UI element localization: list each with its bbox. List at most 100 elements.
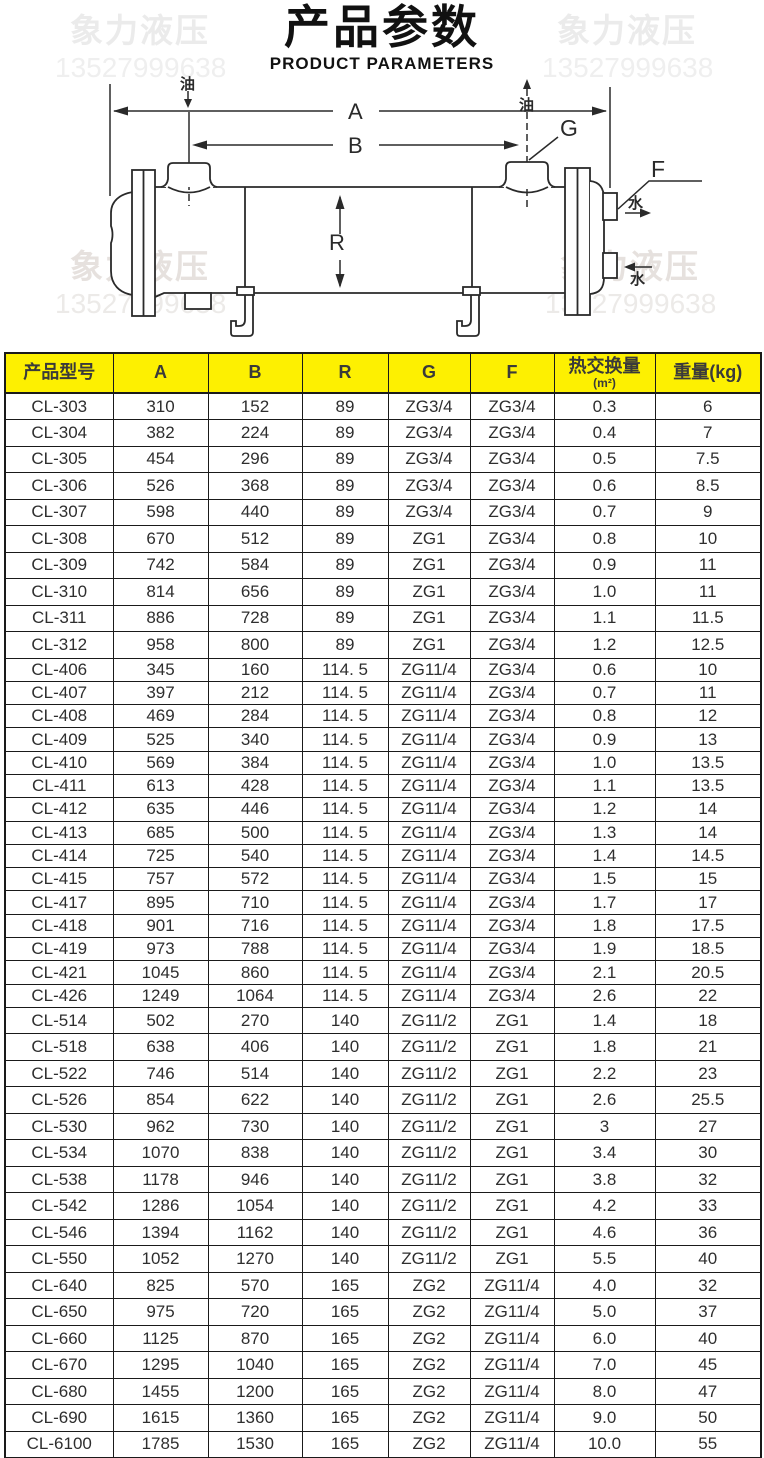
cell-a: 1394 [112,1218,209,1247]
cell-g: ZG11/4 [387,937,471,962]
cell-a: 502 [112,1006,209,1035]
table-row: CL-308 670 512 89 ZG1 ZG3/4 0.8 10 [4,525,762,553]
label-dim-g: G [560,115,578,141]
cell-g: ZG11/4 [387,820,471,845]
cell-b: 1162 [207,1218,303,1247]
cell-f: ZG3/4 [469,890,555,915]
cell-a: 638 [112,1033,209,1061]
cell-g: ZG11/2 [387,1192,471,1220]
cell-a: 469 [112,704,209,729]
cell-heat: 0.8 [553,704,656,729]
cell-weight: 14.5 [654,843,762,869]
cell-g: ZG11/2 [387,1245,471,1273]
cell-f: ZG3/4 [469,983,555,1008]
cell-model: CL-542 [4,1192,114,1220]
cell-a: 670 [112,525,209,553]
cell-model: CL-311 [4,604,114,632]
cell-b: 870 [207,1324,303,1353]
cell-a: 397 [112,680,209,706]
cell-model: CL-306 [4,472,114,500]
cell-model: CL-305 [4,445,114,473]
cell-f: ZG3/4 [469,604,555,632]
cell-weight: 36 [654,1218,762,1247]
cell-model: CL-417 [4,890,114,915]
cell-a: 569 [112,750,209,775]
cell-b: 1200 [207,1377,303,1406]
cell-weight: 17 [654,890,762,915]
cell-b: 340 [207,727,303,752]
cell-heat: 0.9 [553,551,656,579]
cell-weight: 21 [654,1033,762,1061]
table-row: CL-406 345 160 114. 5 ZG11/4 ZG3/4 0.6 10 [4,657,762,682]
cell-model: CL-538 [4,1165,114,1194]
cell-weight: 27 [654,1112,762,1141]
cell-b: 1270 [207,1245,303,1273]
cell-f: ZG11/4 [469,1271,555,1300]
cell-weight: 8.5 [654,472,762,500]
column-header-model: 产品型号 [4,352,114,394]
cell-g: ZG11/4 [387,727,471,752]
cell-f: ZG3/4 [469,704,555,729]
column-header-a: A [112,352,209,394]
cell-model: CL-310 [4,578,114,606]
cell-f: ZG1 [469,1245,555,1273]
cell-r: 114. 5 [301,680,389,706]
cell-r: 114. 5 [301,704,389,729]
cell-a: 685 [112,820,209,845]
cell-f: ZG3/4 [469,773,555,799]
cell-r: 140 [301,1112,389,1141]
cell-r: 165 [301,1377,389,1406]
cell-heat: 1.2 [553,797,656,822]
cell-a: 526 [112,472,209,500]
cell-heat: 0.9 [553,727,656,752]
cell-r: 140 [301,1192,389,1220]
cell-model: CL-308 [4,525,114,553]
cell-heat: 4.0 [553,1271,656,1300]
cell-b: 728 [207,604,303,632]
cell-r: 114. 5 [301,773,389,799]
cell-g: ZG3/4 [387,392,471,420]
cell-g: ZG11/2 [387,1006,471,1035]
label-oil-right: 油 [519,96,534,114]
cell-a: 814 [112,578,209,606]
cell-g: ZG11/4 [387,750,471,775]
page-subtitle: PRODUCT PARAMETERS [269,53,495,73]
table-row: CL-309 742 584 89 ZG1 ZG3/4 0.9 11 [4,551,762,579]
cell-weight: 50 [654,1404,762,1432]
cell-heat: 0.8 [553,525,656,553]
product-diagram: A B R G F 油 油 水 水 [109,75,702,337]
cell-weight: 13.5 [654,773,762,799]
cell-g: ZG11/2 [387,1059,471,1088]
cell-b: 730 [207,1112,303,1141]
label-dim-b: B [348,133,363,158]
cell-weight: 15 [654,867,762,892]
cell-b: 512 [207,525,303,553]
cell-heat: 9.0 [553,1404,656,1432]
water-nozzle-bottom [602,252,618,279]
cell-b: 860 [207,960,303,985]
cell-g: ZG11/4 [387,890,471,915]
cell-heat: 1.8 [553,913,656,939]
cell-f: ZG1 [469,1086,555,1114]
cell-f: ZG3/4 [469,680,555,706]
table-row: CL-650 975 720 165 ZG2 ZG11/4 5.0 37 [4,1298,762,1326]
cell-r: 89 [301,419,389,447]
cell-heat: 4.2 [553,1192,656,1220]
table-row: CL-680 1455 1200 165 ZG2 ZG11/4 8.0 47 [4,1377,762,1406]
end-cap-right [589,180,605,295]
cell-heat: 0.5 [553,445,656,473]
cell-r: 114. 5 [301,983,389,1008]
cell-g: ZG2 [387,1430,471,1458]
table-row: CL-550 1052 1270 140 ZG11/2 ZG1 5.5 40 [4,1245,762,1273]
cell-model: CL-534 [4,1139,114,1167]
cell-f: ZG1 [469,1059,555,1088]
cell-a: 825 [112,1271,209,1300]
table-row: CL-407 397 212 114. 5 ZG11/4 ZG3/4 0.7 11 [4,680,762,706]
cell-a: 1615 [112,1404,209,1432]
cell-g: ZG2 [387,1404,471,1432]
cell-weight: 10 [654,657,762,682]
table-row: CL-310 814 656 89 ZG1 ZG3/4 1.0 11 [4,578,762,606]
dimension-lines [109,84,702,286]
cell-b: 500 [207,820,303,845]
cell-model: CL-526 [4,1086,114,1114]
